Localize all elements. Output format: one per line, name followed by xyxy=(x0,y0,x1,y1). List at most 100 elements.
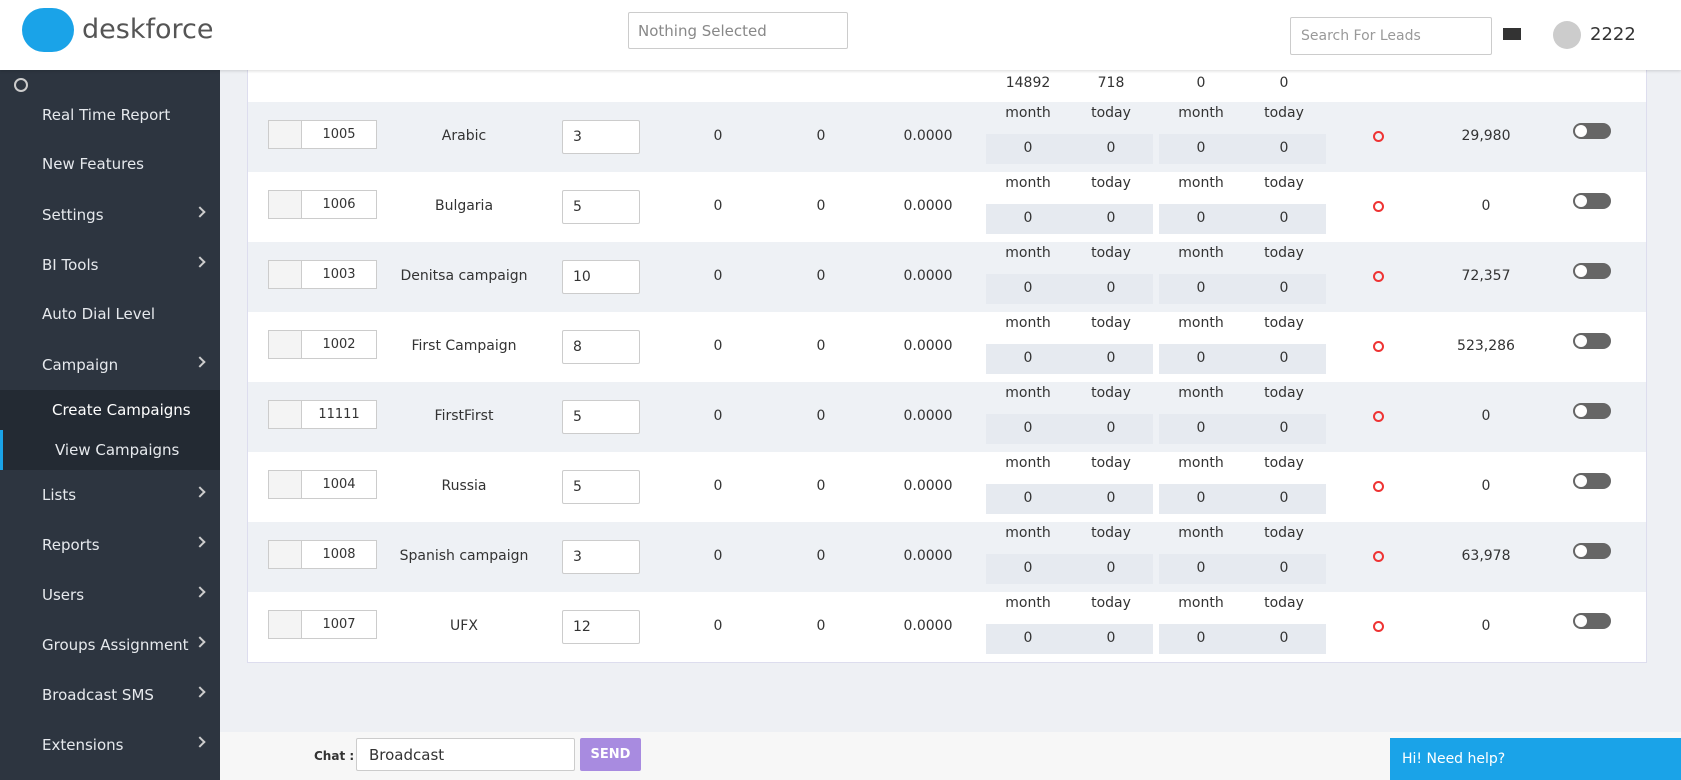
back-icon xyxy=(14,78,28,92)
cell-value: 0.0000 xyxy=(903,548,953,564)
campaign-id[interactable]: 1008 xyxy=(301,540,377,569)
edit-button[interactable] xyxy=(268,120,302,149)
toggle[interactable] xyxy=(1573,613,1611,629)
power-icon[interactable] xyxy=(1373,621,1384,632)
cell-value: 0 xyxy=(1023,490,1033,506)
edit-button[interactable] xyxy=(268,610,302,639)
cell-value: 0 xyxy=(1196,140,1206,156)
campaign-id[interactable]: 1005 xyxy=(301,120,377,149)
cell-value-bg xyxy=(1069,274,1153,304)
edit-button[interactable] xyxy=(268,540,302,569)
menu-item[interactable]: Auto Dial Level xyxy=(42,305,156,323)
level-select[interactable]: 10 xyxy=(562,260,640,294)
power-icon[interactable] xyxy=(1373,481,1384,492)
power-icon[interactable] xyxy=(1373,551,1384,562)
power-icon[interactable] xyxy=(1373,411,1384,422)
menu-item[interactable]: Reports xyxy=(42,536,100,554)
cell-value: 0.0000 xyxy=(903,618,953,634)
cell-value-bg xyxy=(986,484,1070,514)
search[interactable]: Search For Leads xyxy=(1290,17,1492,55)
cell-value: 0 xyxy=(713,268,723,284)
menu-item[interactable]: Users xyxy=(42,586,85,604)
user[interactable]: 2222 xyxy=(1590,24,1636,45)
cell-label: month xyxy=(1005,315,1051,331)
toggle[interactable] xyxy=(1573,193,1611,209)
toggle[interactable] xyxy=(1573,333,1611,349)
toggle[interactable] xyxy=(1573,123,1611,139)
power-icon[interactable] xyxy=(1373,131,1384,142)
toggle[interactable] xyxy=(1573,473,1611,489)
campaign-id[interactable]: 1003 xyxy=(301,260,377,289)
campaign-id[interactable]: 1006 xyxy=(301,190,377,219)
edit-button[interactable] xyxy=(268,470,302,499)
edit-button[interactable] xyxy=(268,400,302,429)
level-select[interactable]: 5 xyxy=(562,470,640,504)
cell-value: 0 xyxy=(1106,140,1116,156)
menu-item[interactable]: Lists xyxy=(42,486,77,504)
menu-item[interactable]: Groups Assignment xyxy=(42,636,189,654)
level-select[interactable]: 5 xyxy=(562,400,640,434)
cell-label: month xyxy=(1178,175,1224,191)
cell-value: 0 xyxy=(1279,630,1289,646)
cell-value-bg xyxy=(986,134,1070,164)
level-select[interactable]: 5 xyxy=(562,190,640,224)
menu-item[interactable]: View Campaigns xyxy=(0,430,220,470)
menu-item[interactable]: Broadcast SMS xyxy=(42,686,154,704)
toggle[interactable] xyxy=(1573,403,1611,419)
level-select[interactable]: 3 xyxy=(562,120,640,154)
cell-value: 0 xyxy=(1196,75,1206,91)
select[interactable]: Nothing Selected xyxy=(628,12,848,49)
help-widget[interactable]: Hi! Need help? xyxy=(1390,738,1681,780)
edit-button[interactable] xyxy=(268,190,302,219)
power-icon[interactable] xyxy=(1373,341,1384,352)
cell-label: today xyxy=(1091,245,1131,261)
cell-value: 0 xyxy=(1279,210,1289,226)
cell-value: 0 xyxy=(1023,630,1033,646)
cell-value: 0 xyxy=(816,268,826,284)
cell-value: 0 xyxy=(713,618,723,634)
menu-item[interactable]: Campaign xyxy=(42,356,119,374)
leads: 72,357 xyxy=(1461,268,1511,284)
menu-item[interactable]: BI Tools xyxy=(42,256,99,274)
campaign-name: UFX xyxy=(450,618,478,634)
campaign-id[interactable]: 11111 xyxy=(301,400,377,429)
menu-item[interactable]: Real Time Report xyxy=(42,106,171,124)
cell-value: 14892 xyxy=(1005,75,1051,91)
cell-value: 0 xyxy=(713,478,723,494)
cell-label: today xyxy=(1264,105,1304,121)
cell-label: month xyxy=(1178,385,1224,401)
cell-label: month xyxy=(1005,175,1051,191)
cell-value: 0 xyxy=(713,548,723,564)
menu-item[interactable]: New Features xyxy=(42,155,144,173)
cell-value-bg xyxy=(986,554,1070,584)
cell-value: 0 xyxy=(816,338,826,354)
campaign-id[interactable]: 1002 xyxy=(301,330,377,359)
cell-label: today xyxy=(1264,525,1304,541)
campaign-id[interactable]: 1004 xyxy=(301,470,377,499)
toggle[interactable] xyxy=(1573,543,1611,559)
campaign-id[interactable]: 1007 xyxy=(301,610,377,639)
level-select[interactable]: 8 xyxy=(562,330,640,364)
menu-item[interactable]: Create Campaigns xyxy=(0,390,220,430)
cell-value: 0 xyxy=(1106,280,1116,296)
level-select[interactable]: 3 xyxy=(562,540,640,574)
edit-button[interactable] xyxy=(268,260,302,289)
menu-item[interactable]: Extensions xyxy=(42,736,124,754)
power-icon[interactable] xyxy=(1373,271,1384,282)
cell-value: 0 xyxy=(1279,560,1289,576)
cell-value: 0 xyxy=(1279,350,1289,366)
chat-label: Chat : xyxy=(314,749,355,763)
cell-value: 0 xyxy=(713,198,723,214)
monitor-icon[interactable] xyxy=(1503,28,1521,40)
toggle[interactable] xyxy=(1573,263,1611,279)
cell-value-bg xyxy=(1159,554,1243,584)
level-select[interactable]: 12 xyxy=(562,610,640,644)
chat-select[interactable]: Broadcast xyxy=(356,738,575,771)
menu-item[interactable]: Settings xyxy=(42,206,104,224)
cell-value: 0 xyxy=(1023,420,1033,436)
send-button[interactable]: SEND xyxy=(580,738,641,771)
campaign-name: Russia xyxy=(441,478,487,494)
edit-button[interactable] xyxy=(268,330,302,359)
campaign-name: First Campaign xyxy=(411,338,517,354)
power-icon[interactable] xyxy=(1373,201,1384,212)
